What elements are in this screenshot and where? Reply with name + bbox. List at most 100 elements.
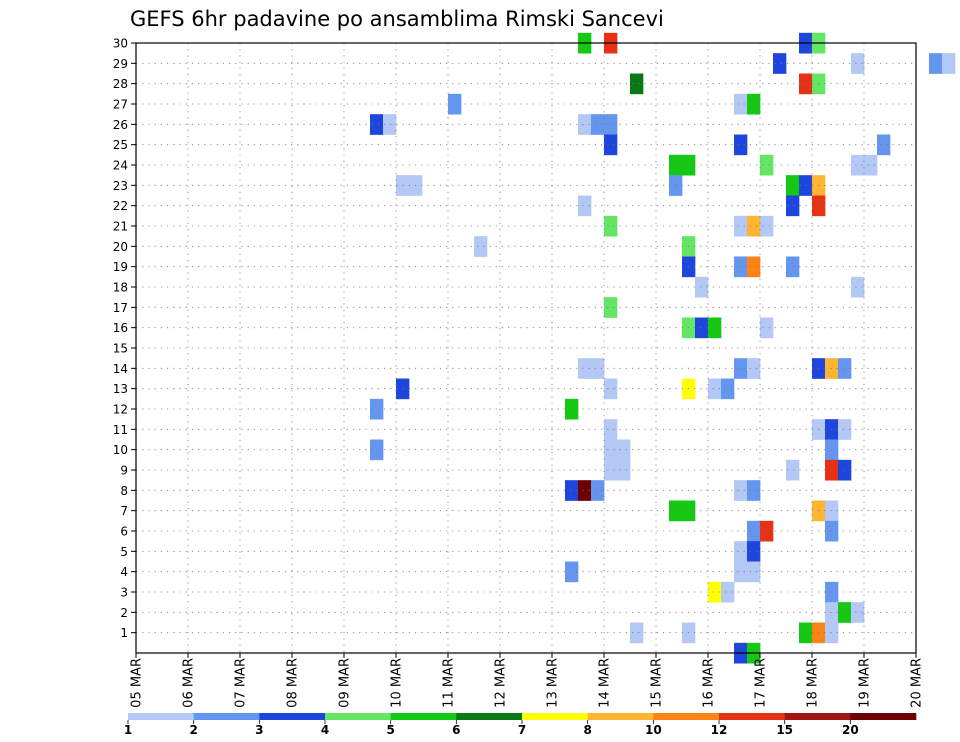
heatmap-cell xyxy=(786,256,800,278)
heatmap-cell xyxy=(383,114,397,135)
chart-title: GEFS 6hr padavine po ansamblima Rimski S… xyxy=(130,7,664,31)
legend-swatch xyxy=(456,713,523,720)
y-axis: 1234567891011121314151617181920212223242… xyxy=(113,37,136,640)
legend-label: 15 xyxy=(776,723,793,737)
heatmap-cell xyxy=(760,520,774,542)
heatmap-cell xyxy=(604,297,618,318)
heatmap-cell xyxy=(747,480,761,501)
legend-swatch xyxy=(390,713,457,720)
heatmap-cell xyxy=(929,53,943,74)
heatmap-cell xyxy=(695,276,709,298)
heatmap-cell xyxy=(578,114,592,135)
heatmap-cell xyxy=(370,114,384,135)
heatmap-cell xyxy=(942,53,956,74)
y-tick-label: 2 xyxy=(120,606,128,620)
heatmap-cell xyxy=(747,358,761,379)
heatmap-cell xyxy=(864,154,878,176)
x-tick-label: 07 MAR xyxy=(234,658,249,708)
legend-label: 12 xyxy=(711,723,728,737)
heatmap-cell xyxy=(734,358,748,379)
heatmap-cell xyxy=(630,622,644,644)
y-tick-label: 27 xyxy=(113,98,128,112)
heatmap-cell xyxy=(747,561,761,583)
heatmap-cell xyxy=(747,541,761,562)
x-tick-label: 08 MAR xyxy=(286,658,301,708)
heatmap-cell xyxy=(474,236,488,257)
heatmap-cell xyxy=(747,256,761,278)
heatmap-cell xyxy=(591,114,605,135)
heatmap-cells xyxy=(370,32,956,664)
y-tick-label: 8 xyxy=(120,484,128,498)
heatmap-cell xyxy=(708,317,722,339)
heatmap-cell xyxy=(825,520,839,542)
legend-swatch xyxy=(719,713,785,720)
x-tick-label: 16 MAR xyxy=(702,658,717,708)
heatmap-cell xyxy=(786,459,800,481)
x-tick-label: 19 MAR xyxy=(858,658,873,708)
legend-label: 6 xyxy=(452,723,460,737)
x-tick-label: 13 MAR xyxy=(546,658,561,708)
legend-label: 20 xyxy=(842,723,859,737)
y-tick-label: 30 xyxy=(113,37,128,51)
gridlines xyxy=(136,42,916,653)
legend-label: 7 xyxy=(518,723,526,737)
heatmap-cell xyxy=(786,195,800,217)
heatmap-cell xyxy=(760,215,774,237)
heatmap-cell xyxy=(734,561,748,583)
x-tick-label: 12 MAR xyxy=(494,658,509,708)
y-tick-label: 23 xyxy=(113,179,128,193)
heatmap-cell xyxy=(617,459,631,481)
legend-label: 1 xyxy=(124,723,132,737)
heatmap-cell xyxy=(838,602,852,623)
y-tick-label: 1 xyxy=(120,626,128,640)
heatmap-cell xyxy=(370,398,384,420)
heatmap-cell xyxy=(838,419,852,440)
heatmap-cell xyxy=(448,93,462,115)
legend-label: 8 xyxy=(583,723,591,737)
heatmap-cell xyxy=(851,276,865,298)
heatmap-cell xyxy=(877,134,891,156)
x-tick-label: 06 MAR xyxy=(182,658,197,708)
heatmap-cell xyxy=(695,317,709,339)
heatmap-cell xyxy=(565,480,579,501)
heatmap-cell xyxy=(838,459,852,481)
heatmap-cell xyxy=(565,398,579,420)
legend-label: 3 xyxy=(255,723,263,737)
x-tick-label: 05 MAR xyxy=(130,658,145,708)
heatmap-cell xyxy=(734,134,748,156)
heatmap-cell xyxy=(591,358,605,379)
y-tick-label: 18 xyxy=(113,281,128,295)
heatmap-cell xyxy=(825,602,839,623)
x-tick-label: 18 MAR xyxy=(806,658,821,708)
x-tick-label: 15 MAR xyxy=(650,658,665,708)
legend-swatch xyxy=(259,713,326,720)
heatmap-cell xyxy=(578,358,592,379)
heatmap-cell xyxy=(604,134,618,156)
heatmap-cell xyxy=(825,439,839,461)
heatmap-cell xyxy=(825,581,839,603)
heatmap-cell xyxy=(825,622,839,644)
y-tick-label: 20 xyxy=(113,240,128,254)
heatmap-cell xyxy=(851,154,865,176)
heatmap-cell xyxy=(851,53,865,74)
heatmap-cell xyxy=(604,419,618,440)
heatmap-cell xyxy=(604,378,618,400)
legend-label: 4 xyxy=(321,723,329,737)
y-tick-label: 19 xyxy=(113,260,128,274)
heatmap-cell xyxy=(617,439,631,461)
x-tick-label: 14 MAR xyxy=(598,658,613,708)
heatmap-cell xyxy=(591,480,605,501)
y-tick-label: 11 xyxy=(113,423,128,437)
heatmap-cell xyxy=(825,358,839,379)
legend-swatch xyxy=(850,713,917,720)
legend-swatch xyxy=(784,713,851,720)
legend-swatch xyxy=(587,713,654,720)
heatmap-cell xyxy=(825,419,839,440)
y-tick-label: 29 xyxy=(113,57,128,71)
heatmap-cell xyxy=(370,439,384,461)
heatmap-cell xyxy=(708,581,722,603)
heatmap-cell xyxy=(604,459,618,481)
heatmap-cell xyxy=(825,459,839,481)
y-tick-label: 26 xyxy=(113,118,128,132)
